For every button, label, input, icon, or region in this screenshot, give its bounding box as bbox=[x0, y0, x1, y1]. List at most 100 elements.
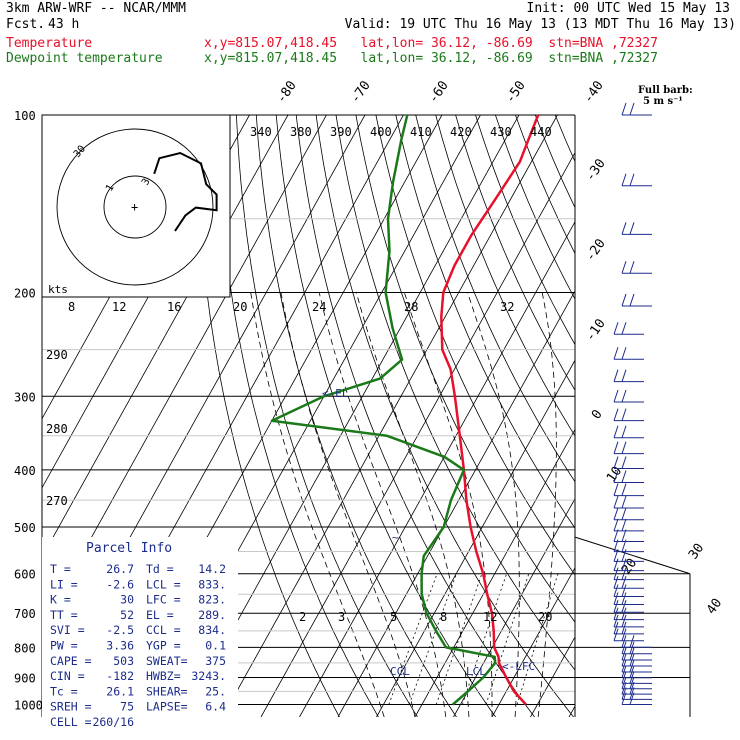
wind-barb-flag bbox=[613, 483, 619, 496]
wind-barb-flag bbox=[613, 614, 619, 628]
isotherm-label-right: 0 bbox=[589, 407, 606, 422]
theta-label: 340 bbox=[250, 125, 272, 139]
mixing-ratio-line bbox=[462, 573, 507, 705]
wind-barb-flag bbox=[613, 549, 619, 562]
wind-barb-flag bbox=[613, 600, 619, 613]
parcel-key: TT = bbox=[50, 608, 78, 622]
hodograph-box bbox=[41, 114, 231, 298]
dry-adiabat bbox=[275, 115, 496, 717]
parcel-value: -2.6 bbox=[106, 577, 134, 591]
wind-barb-flag bbox=[629, 692, 635, 705]
theta-side-label: 290 bbox=[46, 348, 68, 362]
dry-adiabat bbox=[196, 115, 340, 717]
wind-barb-flag bbox=[621, 102, 627, 116]
isotherm bbox=[183, 115, 520, 717]
wind-barb-flag bbox=[621, 389, 627, 403]
wind-barb-flag bbox=[621, 507, 627, 520]
wind-barb-flag bbox=[629, 635, 635, 648]
pressure-label: 700 bbox=[14, 607, 36, 621]
wind-barb-flag bbox=[613, 607, 619, 620]
mixing-ratio-label: 8 bbox=[440, 610, 447, 624]
wind-barb-flag bbox=[613, 495, 619, 509]
theta-label: 380 bbox=[290, 125, 312, 139]
wind-barb-flag bbox=[621, 592, 627, 605]
valid-time: Valid: 19 UTC Thu 16 May 13 (13 MDT Thu … bbox=[344, 17, 736, 32]
theta-label: 420 bbox=[450, 125, 472, 139]
lfc-marker: <-LFC bbox=[502, 660, 535, 673]
wind-barb-flag bbox=[621, 495, 627, 509]
dry-adiabat bbox=[355, 115, 575, 623]
mixing-ratio-label: 5 bbox=[390, 610, 397, 624]
dry-adiabat bbox=[216, 115, 379, 717]
parcel-key: Td = bbox=[146, 562, 174, 576]
parcel-key: YGP = bbox=[146, 639, 181, 653]
pressure-label: 400 bbox=[14, 464, 36, 478]
wind-barb-flag bbox=[613, 425, 619, 438]
wind-barb-flag bbox=[621, 584, 627, 597]
forecast-label: Fcst. bbox=[6, 17, 46, 32]
mixing-ratio-label: 3 bbox=[338, 610, 345, 624]
theta-label: 430 bbox=[490, 125, 512, 139]
hodograph-speed-tick: 16 bbox=[167, 300, 181, 314]
wind-barb-flag bbox=[621, 549, 627, 562]
parcel-key: EL = bbox=[146, 608, 174, 622]
wind-barb-flag bbox=[629, 659, 635, 673]
parcel-value: 260/16 bbox=[92, 715, 134, 729]
hodograph-speed-tick: 12 bbox=[112, 300, 126, 314]
theta-label: 410 bbox=[410, 125, 432, 139]
wind-barb-flag bbox=[621, 682, 627, 695]
mixing-ratio-label: 20 bbox=[538, 610, 552, 624]
hodograph-ring-inner bbox=[103, 175, 167, 239]
parcel-key: LFC = bbox=[146, 593, 181, 607]
wind-barb-flag bbox=[613, 456, 619, 469]
wind-barb-flag bbox=[613, 408, 619, 421]
parcel-value: 26.1 bbox=[106, 684, 134, 698]
wind-barb-flag bbox=[621, 347, 627, 360]
isotherm-label-right: -10 bbox=[583, 316, 609, 344]
parcel-value: 26.7 bbox=[106, 562, 134, 576]
wind-barb-flag bbox=[613, 567, 619, 580]
parcel-value: 30 bbox=[120, 593, 134, 607]
parcel-value: 3.36 bbox=[106, 639, 134, 653]
parcel-key: SWEAT= bbox=[146, 654, 188, 668]
wind-barb-flag bbox=[621, 665, 627, 678]
pressure-label: 1000 bbox=[14, 699, 43, 713]
extension-edge bbox=[574, 536, 691, 575]
parcel-key: K = bbox=[50, 593, 71, 607]
isotherm-label-top: -40 bbox=[581, 78, 607, 106]
barb-legend-line2: 5 m s⁻¹ bbox=[643, 96, 683, 107]
wind-barb-flag bbox=[621, 635, 627, 648]
parcel-key: CAPE = bbox=[50, 654, 92, 668]
wind-barb-flag bbox=[621, 261, 627, 274]
pressure-label: 200 bbox=[14, 286, 36, 300]
el-marker: <-EL bbox=[322, 387, 349, 400]
wind-barb-flag bbox=[621, 641, 627, 654]
isotherm bbox=[376, 359, 575, 717]
wind-barb-flag bbox=[613, 628, 619, 641]
parcel-value: 14.2 bbox=[198, 562, 226, 576]
hodograph-speed-tick: 24 bbox=[312, 300, 326, 314]
dry-adiabat bbox=[415, 115, 575, 483]
parcel-key: LCL = bbox=[146, 577, 181, 591]
wind-barb-flag bbox=[621, 692, 627, 705]
mixing-ratio-line bbox=[388, 573, 438, 705]
hodograph-speed-label: kts bbox=[48, 283, 68, 296]
parcel-value: 834. bbox=[198, 623, 226, 637]
isotherm bbox=[222, 115, 558, 717]
parcel-key: LAPSE= bbox=[146, 700, 188, 714]
parcel-value: 375 bbox=[205, 654, 226, 668]
wind-barb-flag bbox=[621, 470, 627, 483]
parcel-key: CELL = bbox=[50, 715, 92, 729]
barb-legend-line1: Full barb: bbox=[638, 85, 693, 96]
wind-barb-flag bbox=[629, 665, 635, 678]
moist-adiabat bbox=[318, 292, 447, 717]
isotherm bbox=[337, 290, 575, 717]
wind-barb-flag bbox=[621, 518, 627, 532]
pressure-label: 900 bbox=[14, 672, 36, 686]
lcl-marker: LCL bbox=[466, 665, 486, 678]
wind-barb-flag bbox=[621, 369, 627, 382]
theta-label: 440 bbox=[530, 125, 552, 139]
dewpoint-trace bbox=[270, 114, 497, 706]
wind-barb-flag bbox=[621, 647, 627, 661]
